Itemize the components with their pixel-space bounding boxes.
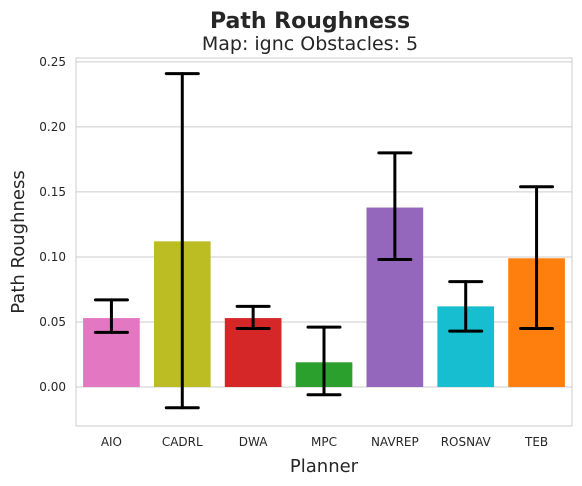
x-tick-label: DWA: [239, 435, 268, 449]
error-bar-mpc: [306, 325, 342, 397]
error-bar-rosnav: [448, 280, 484, 333]
x-tick-labels: AIO CADRL DWA MPC NAVREP ROSNAV TEB: [101, 435, 548, 449]
y-axis-label: Path Roughness: [8, 170, 29, 313]
y-tick-labels: 0.00 0.05 0.10 0.15 0.20 0.25: [39, 55, 66, 394]
x-tick-label: MPC: [311, 435, 337, 449]
y-tick-label: 0.25: [39, 55, 66, 69]
error-bar-teb: [519, 185, 555, 330]
x-tick-label: TEB: [524, 435, 548, 449]
chart-subtitle: Map: ignc Obstacles: 5: [202, 33, 418, 55]
x-tick-label: AIO: [101, 435, 122, 449]
y-tick-label: 0.00: [39, 380, 66, 394]
x-tick-label: NAVREP: [371, 435, 419, 449]
y-tick-label: 0.05: [39, 315, 66, 329]
error-bar-navrep: [377, 151, 413, 262]
y-tick-label: 0.10: [39, 250, 66, 264]
x-axis-label: Planner: [290, 456, 359, 477]
error-bar-dwa: [235, 304, 271, 330]
plot-frame: [75, 57, 573, 427]
error-bars: [93, 72, 555, 410]
error-bar-aio: [93, 298, 129, 334]
chart-title: Path Roughness: [210, 9, 410, 34]
error-bar-cadrl: [164, 72, 200, 410]
y-tick-label: 0.20: [39, 120, 66, 134]
x-tick-label: ROSNAV: [441, 435, 492, 449]
y-tick-label: 0.15: [39, 185, 66, 199]
x-tick-label: CADRL: [162, 435, 203, 449]
